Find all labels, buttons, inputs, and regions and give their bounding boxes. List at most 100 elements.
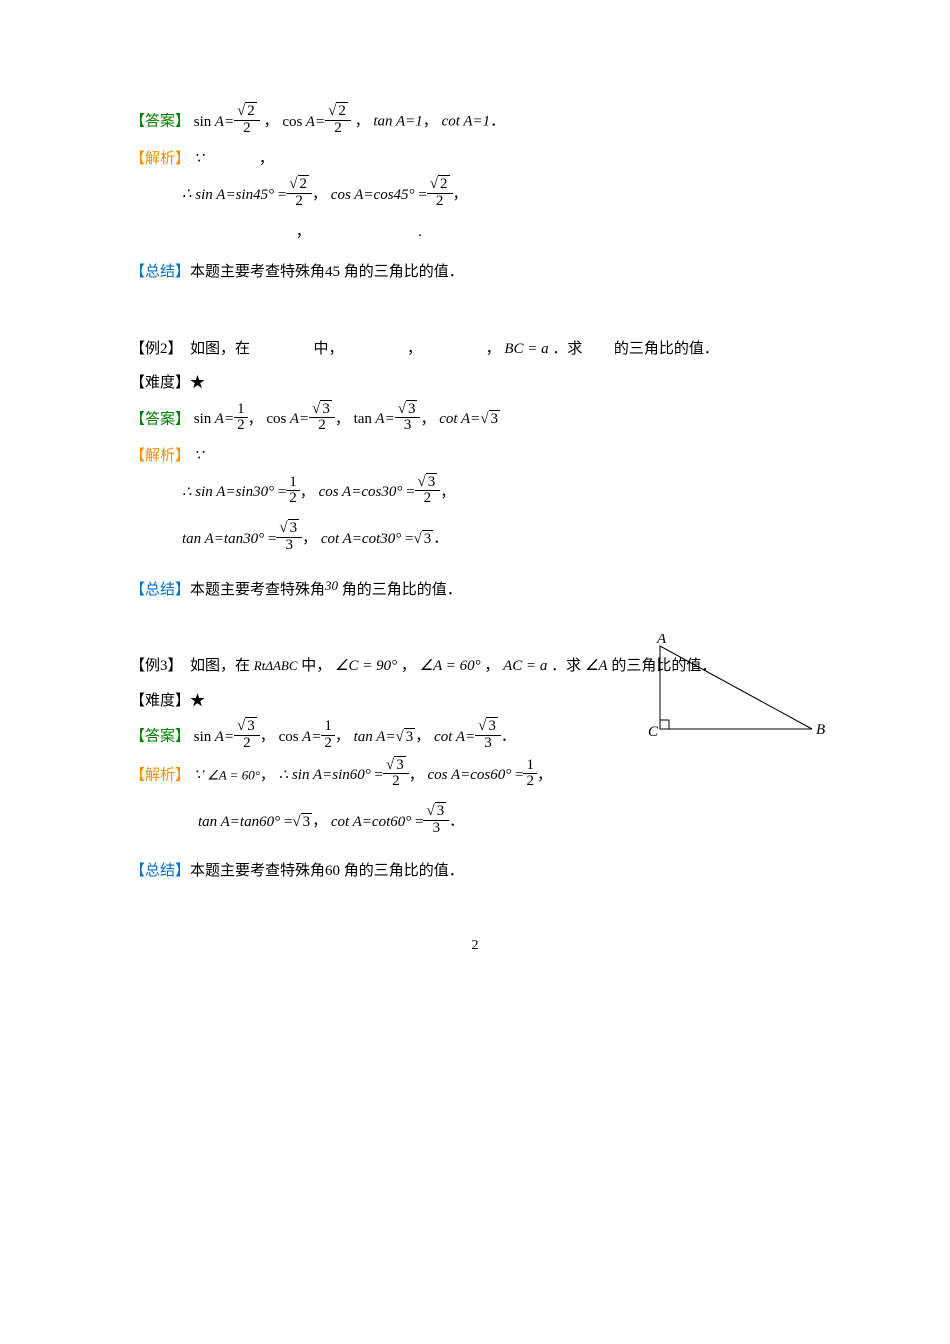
s1-analysis-l0: 【解析】 ∵ ， bbox=[130, 145, 820, 174]
answer-label: 【答案】 bbox=[130, 114, 190, 130]
s3-d-cot: cot A=cot60° =√33 bbox=[331, 814, 449, 830]
s2-q-p4: 的三角比的值． bbox=[614, 341, 719, 357]
comma: ， bbox=[453, 187, 468, 203]
s1-analysis-l2: ， . bbox=[130, 218, 820, 247]
therefore-symbol: ∴ bbox=[182, 484, 192, 500]
summary-label: 【总结】 bbox=[130, 264, 190, 280]
s3-sin: sin A=√32 bbox=[194, 729, 260, 745]
period: ． bbox=[501, 729, 516, 745]
s2-cos: cos A=√32 bbox=[266, 411, 335, 427]
s2-d-cot: cot A=cot30° =√3 bbox=[321, 531, 433, 547]
triangle-vertex-a: A bbox=[656, 634, 667, 647]
s2-question: 【例2】 如图，在 中， ， ， BC = a ．求 的三角比的值． bbox=[130, 335, 820, 364]
comma: ， bbox=[484, 658, 499, 674]
because-symbol: ∵ bbox=[194, 448, 204, 464]
star-icon: ★ bbox=[190, 375, 205, 391]
s2-q-p2: 中， bbox=[314, 341, 344, 357]
comma: ， bbox=[537, 767, 552, 783]
s1-sum-text: 本题主要考查特殊角45 角的三角比的值． bbox=[190, 264, 464, 280]
period: ． bbox=[433, 531, 448, 547]
comma: ， bbox=[248, 411, 263, 427]
answer-label: 【答案】 bbox=[130, 729, 190, 745]
s3-analysis-l2: tan A=tan60° =√3， cot A=cot60° =√33． bbox=[130, 806, 820, 839]
page-number: 2 bbox=[130, 933, 820, 960]
section-1: 【答案】 sin A=√22 ， cos A=√22 ， tan A=1， co… bbox=[130, 106, 820, 287]
difficulty-label: 【难度】 bbox=[130, 693, 190, 709]
s2-sum-p2: 角的三角比的值． bbox=[338, 582, 462, 598]
s3-sum-text: 本题主要考查特殊角60 角的三角比的值． bbox=[190, 863, 464, 879]
s2-bc: BC = a bbox=[504, 341, 548, 357]
comma: ， bbox=[302, 531, 317, 547]
period: . bbox=[418, 224, 422, 240]
s2-analysis-l2: tan A=tan30° =√33， cot A=cot30° =√3． bbox=[130, 523, 820, 556]
because-symbol: ∵ bbox=[194, 767, 204, 783]
period: ． bbox=[449, 814, 464, 830]
s2-tan: tan A=√33 bbox=[354, 411, 421, 427]
comma: ， bbox=[409, 767, 424, 783]
s2-analysis-l0: 【解析】 ∵ bbox=[130, 442, 820, 471]
s2-d-tan: tan A=tan30° =√33 bbox=[182, 531, 302, 547]
s2-q-p3: ．求 bbox=[552, 341, 582, 357]
s1-cot: cot A=1 bbox=[442, 114, 491, 130]
s2-difficulty: 【难度】★ bbox=[130, 369, 820, 398]
comma: ， bbox=[423, 114, 438, 130]
s2-sum-p1: 本题主要考查特殊角 bbox=[190, 582, 325, 598]
s3-ang60: ∠A = 60° bbox=[207, 767, 260, 782]
s2-analysis-l1: ∴ sin A=sin30° =12， cos A=cos30° =√32， bbox=[130, 477, 820, 510]
s2-cot: cot A=√3 bbox=[439, 411, 500, 427]
comma: ， bbox=[260, 767, 275, 783]
s3-c90: ∠C = 90° bbox=[335, 658, 397, 674]
s2-q-p1: 如图，在 bbox=[190, 341, 250, 357]
example-label: 【例3】 bbox=[130, 658, 183, 674]
example-label: 【例2】 bbox=[130, 341, 183, 357]
period: ． bbox=[490, 114, 505, 130]
s3-a60: ∠A = 60° bbox=[420, 658, 481, 674]
star-icon: ★ bbox=[190, 693, 205, 709]
s1-analysis-l1: ∴ sin A=sin45° =√22， cos A=cos45° =√22， bbox=[130, 179, 820, 212]
s3-summary: 【总结】本题主要考查特殊角60 角的三角比的值． bbox=[130, 857, 820, 886]
comma: ， bbox=[355, 114, 370, 130]
therefore-symbol: ∴ bbox=[279, 767, 289, 783]
s1-d-cos: cos A=cos45° =√22 bbox=[331, 187, 453, 203]
comma: ， bbox=[486, 341, 501, 357]
answer-label: 【答案】 bbox=[130, 411, 190, 427]
s3-ang: ∠A bbox=[585, 658, 608, 674]
s1-tan: tan A=1 bbox=[373, 114, 422, 130]
s1-summary: 【总结】本题主要考查特殊角45 角的三角比的值． bbox=[130, 258, 820, 287]
s2-d-cos: cos A=cos30° =√32 bbox=[319, 484, 441, 500]
comma: ， bbox=[335, 411, 350, 427]
comma: ， bbox=[440, 484, 455, 500]
comma: ， bbox=[260, 729, 275, 745]
s2-sin: sin A=12 bbox=[194, 411, 248, 427]
comma: ， bbox=[264, 114, 279, 130]
s3-d-tan: tan A=tan60° =√3 bbox=[198, 814, 312, 830]
because-symbol: ∵ bbox=[194, 151, 204, 167]
s3-tan: tan A=√3 bbox=[354, 729, 416, 745]
s3-q-p3: ．求 bbox=[551, 658, 581, 674]
analysis-label: 【解析】 bbox=[130, 151, 190, 167]
section-2: 【例2】 如图，在 中， ， ， BC = a ．求 的三角比的值． 【难度】★… bbox=[130, 335, 820, 605]
s1-sin: sin A=√22 bbox=[194, 114, 264, 130]
s2-answer-line: 【答案】 sin A=12， cos A=√32， tan A=√33， cot… bbox=[130, 404, 820, 437]
comma: ， bbox=[401, 658, 416, 674]
summary-label: 【总结】 bbox=[130, 863, 190, 879]
comma: ， bbox=[296, 224, 311, 240]
s3-q-p2: 中， bbox=[301, 658, 331, 674]
s2-summary: 【总结】本题主要考查特殊角30 角的三角比的值． bbox=[130, 574, 820, 605]
s3-d-cos: cos A=cos60° =12 bbox=[427, 767, 536, 783]
s3-d-sin: sin A=sin60° =√32 bbox=[292, 767, 409, 783]
comma: ， bbox=[407, 341, 422, 357]
s3-ac: AC = a bbox=[503, 658, 547, 674]
comma: ， bbox=[420, 411, 435, 427]
s3-cot: cot A=√33 bbox=[434, 729, 501, 745]
s3-cos: cos A=12 bbox=[279, 729, 335, 745]
s1-d-sin: sin A=sin45° =√22 bbox=[195, 187, 312, 203]
triangle-vertex-b: B bbox=[816, 722, 825, 738]
section-3: 【例3】 如图，在 RtΔABC 中， ∠C = 90° ， ∠A = 60° … bbox=[130, 652, 820, 885]
comma: ， bbox=[300, 484, 315, 500]
analysis-label: 【解析】 bbox=[130, 448, 190, 464]
s3-q-p1: 如图，在 bbox=[190, 658, 250, 674]
comma: ， bbox=[259, 151, 274, 167]
therefore-symbol: ∴ bbox=[182, 187, 192, 203]
triangle-vertex-c: C bbox=[648, 724, 659, 740]
